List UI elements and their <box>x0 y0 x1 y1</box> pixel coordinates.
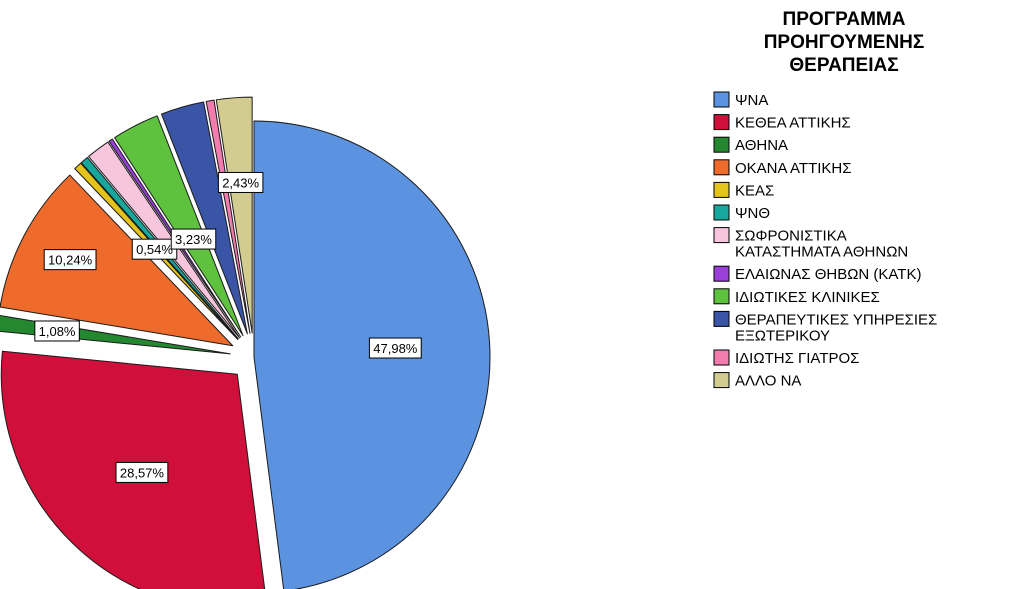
legend-item: ΚΕΑΣ <box>713 181 774 199</box>
legend-label: ΨΝΑ <box>735 92 768 109</box>
legend-label: ΘΕΡΑΠΕΥΤΙΚΕΣ ΥΠΗΡΕΣΙΕΣ <box>735 311 937 328</box>
legend-swatch <box>713 372 730 389</box>
data-label-text: 2,43% <box>222 175 259 190</box>
legend-swatch <box>713 349 730 366</box>
legend-label: ΑΛΛΟ ΝΑ <box>735 373 801 390</box>
legend-label: ΚΕΑΣ <box>735 182 774 199</box>
legend-swatch <box>713 288 730 305</box>
legend-label: ΨΝΘ <box>735 205 770 222</box>
data-label-text: 47,98% <box>373 341 418 356</box>
legend-label: ΙΔΙΩΤΗΣ ΓΙΑΤΡΟΣ <box>735 350 859 367</box>
data-label-text: 1,08% <box>39 324 76 339</box>
data-label-box <box>217 171 264 193</box>
legend-label: ΕΞΩΤΕΡΙΚΟΥ <box>735 327 830 344</box>
legend-swatch <box>713 227 730 244</box>
data-label-box <box>115 461 169 483</box>
legend-swatch <box>713 136 730 153</box>
legend-items: ΨΝΑ ΚΕΘΕΑ ΑΤΤΙΚΗΣ ΑΘΗΝΑ ΟΚΑΝΑ ΑΤΤΙΚΗΣ ΚΕΑΣ ΨΝ… <box>713 91 937 390</box>
legend-label: ΑΘΗΝΑ <box>735 137 788 154</box>
legend-item: ΨΝΘ <box>713 204 770 222</box>
legend-item: ΚΕΘΕΑ ΑΤΤΙΚΗΣ <box>713 114 851 132</box>
pie-slice <box>160 101 248 335</box>
data-label-box <box>43 249 97 271</box>
legend-title-line: ΠΡΟΓΡΑΜΜΑ <box>783 9 906 30</box>
pie-slice <box>205 99 251 334</box>
legend-label: ΟΚΑΝΑ ΑΤΤΙΚΗΣ <box>735 160 852 177</box>
pie-slice <box>0 174 234 347</box>
legend-swatch <box>713 114 730 131</box>
legend-item: ΕΛΑΙΩΝΑΣ ΘΗΒΩΝ (ΚΑΤΚ) <box>713 265 921 283</box>
legend-swatch <box>713 181 730 198</box>
data-label-text: 3,23% <box>175 232 212 247</box>
legend-title-line: ΠΡΟΗΓΟΥΜΕΝΗΣ <box>764 32 925 53</box>
legend-label: ΚΑΤΑΣΤΗΜΑΤΑ ΑΘΗΝΩΝ <box>735 244 908 261</box>
legend-label: ΣΩΦΡΟΝΙΣΤΙΚΑ <box>735 228 847 245</box>
data-label-text: 0,54% <box>136 242 173 257</box>
legend-item: ΨΝΑ <box>713 91 768 109</box>
data-label-box <box>368 337 422 359</box>
legend-title-line: ΘΕΡΑΠΕΙΑΣ <box>789 55 898 76</box>
data-label: 28,57% <box>115 461 169 483</box>
legend-item: ΙΔΙΩΤΙΚΕΣ ΚΛΙΝΙΚΕΣ <box>713 288 880 306</box>
legend-swatch <box>713 204 730 221</box>
legend-label: ΕΛΑΙΩΝΑΣ ΘΗΒΩΝ (ΚΑΤΚ) <box>735 266 921 283</box>
data-label-box <box>170 228 217 250</box>
data-label-text: 28,57% <box>120 465 165 480</box>
legend-item: ΑΘΗΝΑ <box>713 136 788 154</box>
data-label: 2,43% <box>217 171 264 193</box>
legend-item: ΑΛΛΟ ΝΑ <box>713 372 801 390</box>
data-label: 10,24% <box>43 249 97 271</box>
legend-swatch <box>713 310 730 327</box>
data-label: 47,98% <box>368 337 422 359</box>
legend-swatch <box>713 91 730 108</box>
data-label-box <box>34 320 80 342</box>
data-label: 0,54% <box>131 238 178 260</box>
legend-swatch <box>713 159 730 176</box>
legend-label: ΙΔΙΩΤΙΚΕΣ ΚΛΙΝΙΚΕΣ <box>735 289 880 306</box>
legend: ΠΡΟΓΡΑΜΜΑ ΠΡΟΗΓΟΥΜΕΝΗΣ ΘΕΡΑΠΕΙΑΣ ΨΝΑ ΚΕΘΕ… <box>713 9 937 390</box>
data-label-text: 10,24% <box>48 253 93 268</box>
legend-swatch <box>713 265 730 282</box>
data-labels: 47,98% 28,57% 1,08% 10,24% 0,54%3,23% 2,43% <box>34 171 422 483</box>
pie-slice <box>215 96 253 334</box>
legend-item: ΟΚΑΝΑ ΑΤΤΙΚΗΣ <box>713 159 852 177</box>
data-label: 3,23% <box>170 228 217 250</box>
legend-item: ΙΔΙΩΤΗΣ ΓΙΑΤΡΟΣ <box>713 349 859 367</box>
data-label: 1,08% <box>34 320 80 342</box>
pie-slice <box>114 115 244 337</box>
legend-label: ΚΕΘΕΑ ΑΤΤΙΚΗΣ <box>735 115 851 132</box>
